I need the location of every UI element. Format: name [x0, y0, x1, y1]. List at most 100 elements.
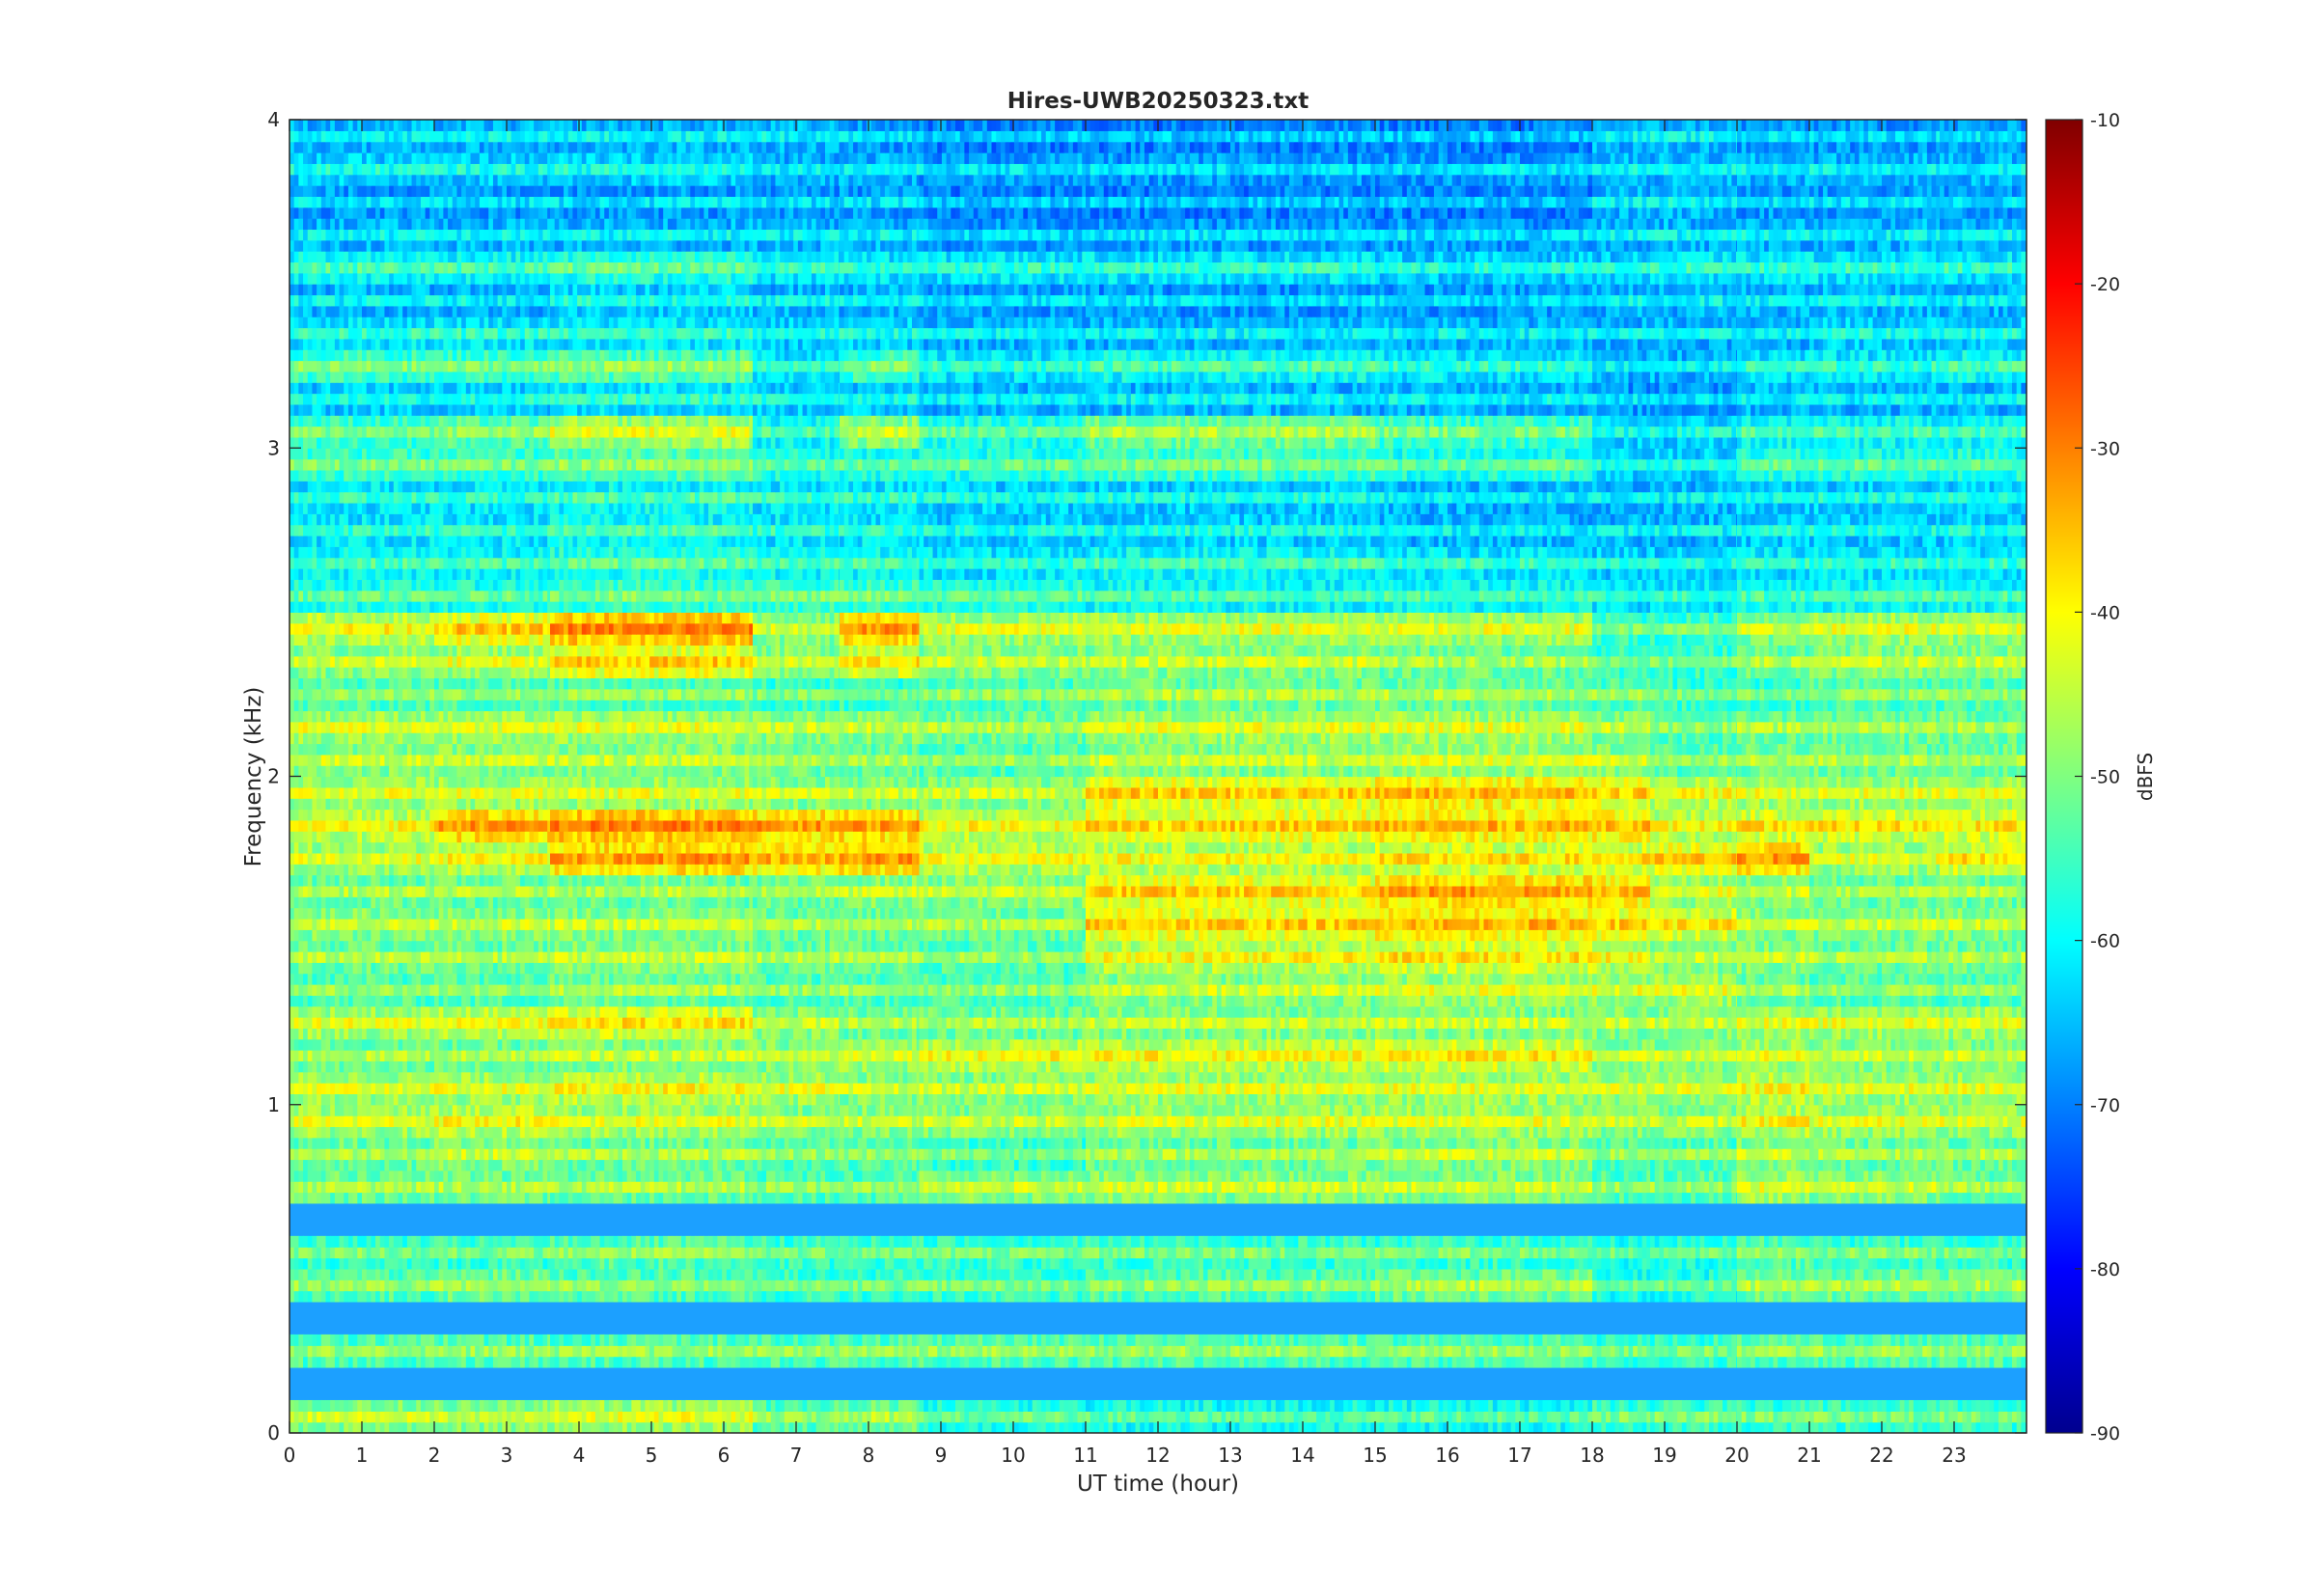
- heatmap-cell: [680, 1257, 687, 1270]
- heatmap-cell: [1867, 1356, 1874, 1368]
- heatmap-cell: [1654, 1356, 1660, 1368]
- heatmap-cell: [1809, 1421, 1815, 1433]
- heatmap-cell: [1641, 1247, 1647, 1259]
- heatmap-cell: [1863, 1268, 1869, 1280]
- heatmap-cell: [1478, 1247, 1485, 1259]
- heatmap-cell: [581, 1280, 588, 1292]
- heatmap-cell: [1746, 1247, 1751, 1259]
- heatmap-cell: [1158, 1268, 1164, 1280]
- heatmap-cell: [411, 1421, 417, 1433]
- heatmap-cell: [1194, 1290, 1199, 1303]
- heatmap-cell: [1448, 1345, 1453, 1358]
- heatmap-cell: [1050, 1411, 1056, 1423]
- heatmap-cell: [1086, 1421, 1091, 1433]
- heatmap-cell: [1180, 1192, 1186, 1204]
- heatmap-cell: [1989, 1356, 1995, 1368]
- heatmap-cell: [520, 1334, 526, 1346]
- heatmap-cell: [1379, 1257, 1385, 1270]
- heatmap-cell: [398, 1290, 403, 1303]
- heatmap-cell: [685, 1399, 691, 1412]
- heatmap-cell: [1293, 1257, 1299, 1270]
- heatmap-cell: [507, 1356, 512, 1368]
- heatmap-cell: [375, 1290, 381, 1303]
- heatmap-cell: [1542, 1257, 1548, 1270]
- heatmap-cell: [848, 1268, 854, 1280]
- heatmap-cell: [1795, 1257, 1802, 1270]
- heatmap-cell: [1261, 1268, 1268, 1280]
- heatmap-cell: [1347, 1421, 1354, 1433]
- heatmap-cell: [362, 1268, 368, 1280]
- heatmap-cell: [1877, 1280, 1883, 1292]
- heatmap-cell: [1207, 1247, 1213, 1259]
- heatmap-cell: [969, 1356, 975, 1368]
- heatmap-cell: [1005, 1345, 1010, 1358]
- heatmap-cell: [1384, 1356, 1390, 1368]
- heatmap-cell: [889, 1280, 895, 1292]
- heatmap-cell: [811, 1290, 817, 1303]
- heatmap-cell: [520, 1235, 526, 1248]
- heatmap-cell: [640, 1192, 647, 1204]
- heatmap-cell: [1316, 1399, 1322, 1412]
- heatmap-cell: [1623, 1334, 1630, 1346]
- heatmap-cell: [1926, 1356, 1933, 1368]
- heatmap-cell: [393, 1345, 400, 1358]
- heatmap-cell: [744, 1334, 750, 1346]
- heatmap-cell: [1628, 1280, 1634, 1292]
- heatmap-cell: [1438, 1334, 1444, 1346]
- heatmap-cell: [1547, 1280, 1553, 1292]
- heatmap-cell: [520, 1399, 526, 1412]
- heatmap-cell: [726, 1280, 732, 1292]
- heatmap-cell: [1614, 1192, 1620, 1204]
- heatmap-cell: [1741, 1411, 1747, 1423]
- heatmap-cell: [1352, 1345, 1358, 1358]
- heatmap-cell: [1646, 1399, 1651, 1412]
- heatmap-cell: [1872, 1421, 1878, 1433]
- heatmap-cell: [1998, 1334, 2004, 1346]
- heatmap-cell: [1103, 1268, 1110, 1280]
- heatmap-cell: [848, 1290, 854, 1303]
- heatmap-cell: [1488, 1268, 1494, 1280]
- heatmap-cell: [554, 1421, 560, 1433]
- heatmap-cell: [1032, 1290, 1037, 1303]
- heatmap-cell: [1832, 1268, 1837, 1280]
- heatmap-cell: [626, 1235, 632, 1248]
- heatmap-cell: [1338, 1268, 1344, 1280]
- heatmap-cell: [564, 1247, 569, 1259]
- heatmap-cell: [1343, 1247, 1349, 1259]
- heatmap-cell: [448, 1192, 454, 1204]
- heatmap-cell: [1592, 1411, 1598, 1423]
- heatmap-cell: [586, 1334, 592, 1346]
- heatmap-cell: [550, 1268, 556, 1280]
- heatmap-cell: [946, 1268, 951, 1280]
- heatmap-cell: [470, 1356, 476, 1368]
- heatmap-cell: [1411, 1356, 1417, 1368]
- heatmap-cell: [749, 1345, 754, 1358]
- heatmap-cell: [857, 1257, 864, 1270]
- heatmap-cell: [1009, 1235, 1015, 1248]
- heatmap-cell: [1234, 1399, 1240, 1412]
- heatmap-cell: [1867, 1345, 1874, 1358]
- heatmap-cell: [1592, 1257, 1598, 1270]
- heatmap-cell: [695, 1235, 701, 1248]
- heatmap-cell: [577, 1280, 583, 1292]
- heatmap-cell: [690, 1345, 696, 1358]
- heatmap-cell: [636, 1290, 642, 1303]
- heatmap-cell: [797, 1192, 804, 1204]
- heatmap-cell: [1699, 1290, 1705, 1303]
- heatmap-cell: [1737, 1268, 1743, 1280]
- heatmap-cell: [1547, 1399, 1553, 1412]
- heatmap-cell: [1533, 1268, 1539, 1280]
- heatmap-cell: [1646, 1411, 1651, 1423]
- heatmap-cell: [1470, 1356, 1475, 1368]
- heatmap-cell: [594, 1411, 601, 1423]
- heatmap-cell: [907, 1268, 913, 1280]
- heatmap-cell: [1569, 1235, 1575, 1248]
- heatmap-cell: [1971, 1268, 1977, 1280]
- heatmap-cell: [1411, 1235, 1417, 1248]
- heatmap-cell: [1975, 1235, 1981, 1248]
- heatmap-cell: [1311, 1192, 1317, 1204]
- heatmap-cell: [1063, 1411, 1069, 1423]
- heatmap-cell: [325, 1411, 331, 1423]
- heatmap-cell: [429, 1334, 435, 1346]
- heatmap-cell: [867, 1421, 872, 1433]
